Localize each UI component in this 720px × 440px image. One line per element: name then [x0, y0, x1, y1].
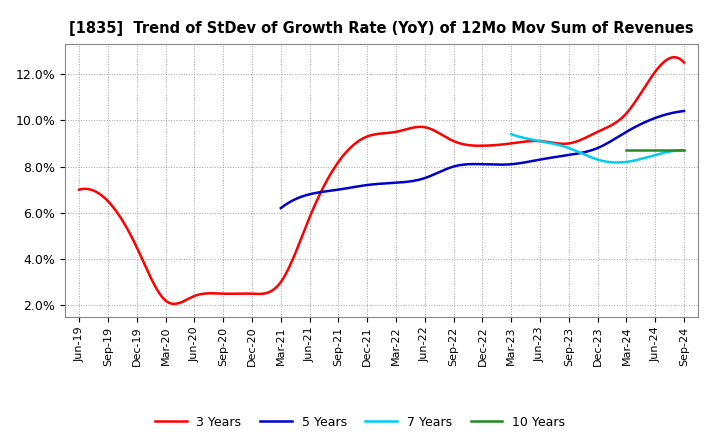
7 Years — [590, 156, 598, 161]
5 Years — [607, 138, 616, 143]
3 Years — [436, 131, 445, 136]
5 Years — [468, 161, 477, 167]
Legend: 3 Years, 5 Years, 7 Years, 10 Years: 3 Years, 5 Years, 7 Years, 10 Years — [150, 411, 570, 434]
3 Years — [403, 126, 412, 132]
5 Years — [495, 162, 503, 167]
3 Years — [670, 55, 679, 60]
10 Years — [650, 148, 659, 153]
7 Years — [649, 153, 657, 158]
3 Years — [367, 132, 376, 138]
5 Years — [470, 161, 479, 167]
10 Years — [670, 148, 678, 153]
5 Years — [680, 108, 688, 114]
Line: 3 Years: 3 Years — [79, 57, 684, 304]
Line: 7 Years: 7 Years — [511, 134, 684, 162]
10 Years — [680, 148, 688, 153]
10 Years — [654, 148, 662, 153]
10 Years — [624, 148, 632, 153]
7 Years — [676, 148, 685, 153]
10 Years — [649, 148, 658, 153]
5 Years — [276, 205, 285, 211]
10 Years — [622, 148, 631, 153]
10 Years — [657, 148, 665, 153]
3 Years — [364, 134, 372, 139]
5 Years — [670, 110, 679, 115]
3 Years — [572, 139, 580, 144]
Title: [1835]  Trend of StDev of Growth Rate (YoY) of 12Mo Mov Sum of Revenues: [1835] Trend of StDev of Growth Rate (Yo… — [69, 21, 694, 36]
7 Years — [507, 132, 516, 137]
3 Years — [666, 55, 675, 60]
10 Years — [678, 148, 687, 153]
7 Years — [680, 148, 688, 153]
Line: 5 Years: 5 Years — [281, 111, 684, 208]
5 Years — [516, 161, 525, 166]
10 Years — [622, 148, 631, 153]
7 Years — [610, 160, 618, 165]
3 Years — [75, 187, 84, 192]
7 Years — [589, 155, 598, 161]
3 Years — [680, 60, 688, 65]
7 Years — [613, 160, 621, 165]
3 Years — [169, 301, 178, 307]
7 Years — [600, 159, 609, 164]
